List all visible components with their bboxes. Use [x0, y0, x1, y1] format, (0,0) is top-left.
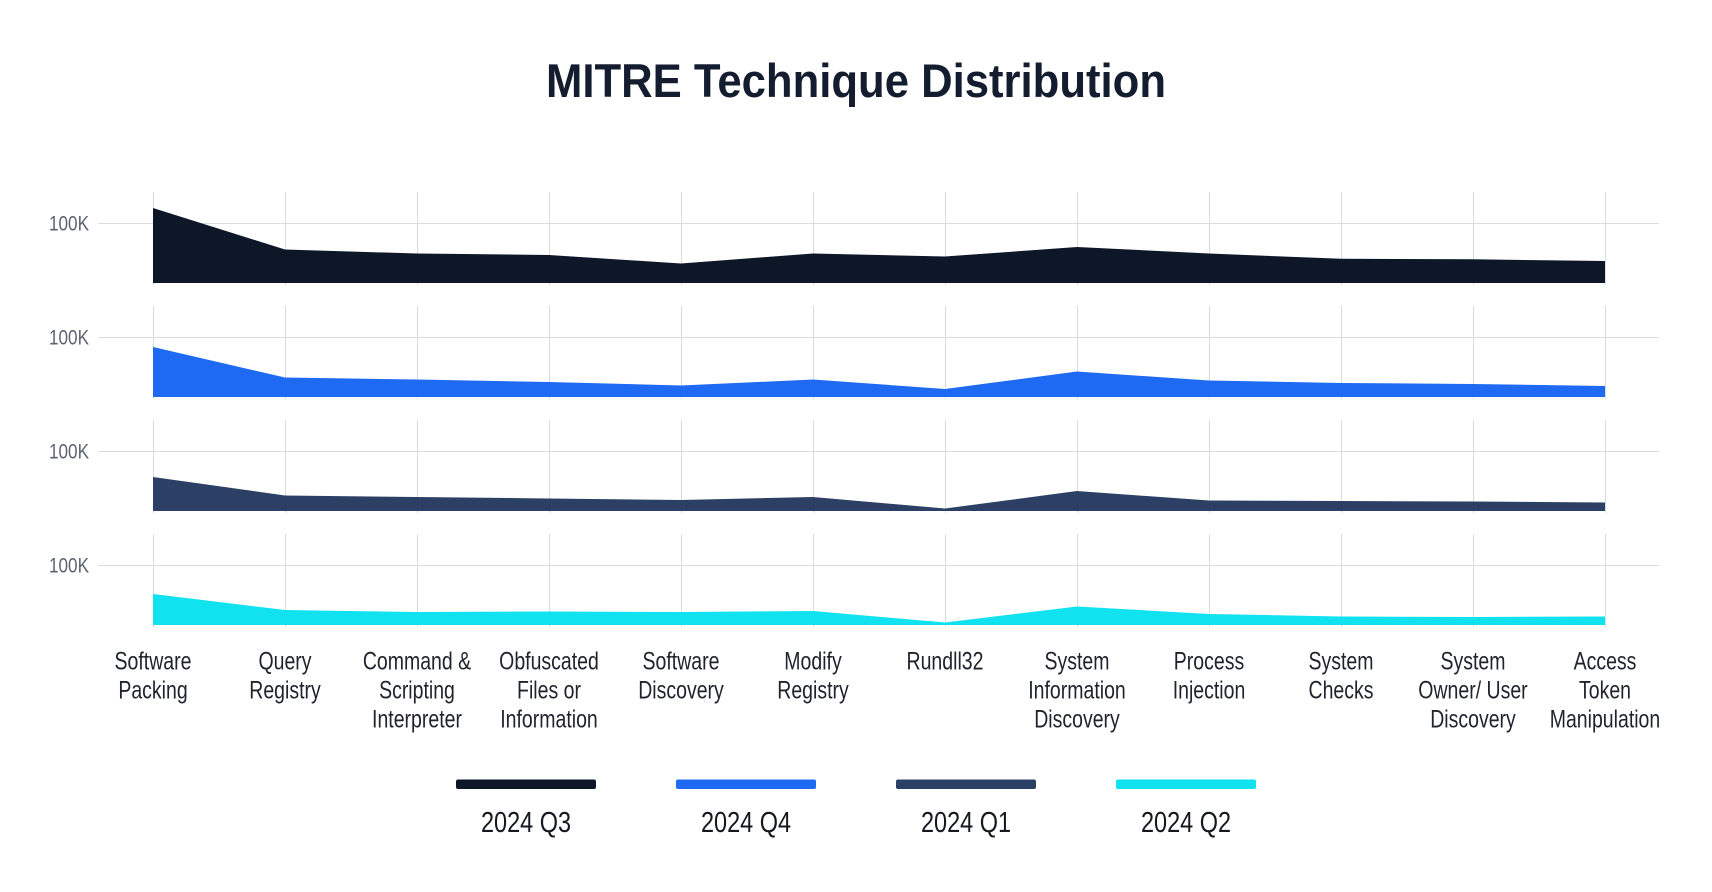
svg-text:Query: Query	[258, 647, 312, 675]
svg-text:Registry: Registry	[249, 676, 321, 704]
svg-text:MITRE Technique Distribution: MITRE Technique Distribution	[546, 54, 1166, 107]
svg-text:Scripting: Scripting	[379, 676, 455, 704]
svg-text:2024 Q4: 2024 Q4	[701, 807, 791, 839]
svg-text:100K: 100K	[49, 327, 89, 350]
svg-text:2024 Q3: 2024 Q3	[481, 807, 571, 839]
svg-text:Packing: Packing	[118, 676, 187, 704]
svg-text:100K: 100K	[49, 555, 89, 578]
svg-text:Rundll32: Rundll32	[907, 647, 984, 675]
svg-text:100K: 100K	[49, 213, 89, 236]
svg-text:System: System	[1441, 647, 1506, 675]
svg-text:Obfuscated: Obfuscated	[499, 647, 599, 675]
svg-text:Information: Information	[1028, 676, 1125, 704]
svg-text:Process: Process	[1174, 647, 1244, 675]
svg-text:Registry: Registry	[777, 676, 849, 704]
svg-text:Software: Software	[115, 647, 192, 675]
svg-text:Injection: Injection	[1173, 676, 1246, 704]
svg-text:System: System	[1309, 647, 1374, 675]
svg-text:Owner/ User: Owner/ User	[1418, 676, 1528, 704]
svg-text:100K: 100K	[49, 441, 89, 464]
svg-text:Access: Access	[1574, 647, 1637, 675]
svg-text:Discovery: Discovery	[1034, 705, 1120, 733]
svg-text:Command &: Command &	[363, 647, 471, 675]
svg-text:Token: Token	[1579, 676, 1631, 704]
svg-text:Checks: Checks	[1309, 676, 1374, 704]
svg-text:System: System	[1045, 647, 1110, 675]
svg-text:Interpreter: Interpreter	[372, 705, 462, 733]
svg-text:Discovery: Discovery	[638, 676, 724, 704]
svg-text:2024 Q1: 2024 Q1	[921, 807, 1011, 839]
svg-text:Files or: Files or	[517, 676, 581, 704]
svg-text:Manipulation: Manipulation	[1550, 705, 1661, 733]
svg-text:Discovery: Discovery	[1430, 705, 1516, 733]
svg-text:Modify: Modify	[784, 647, 842, 675]
svg-text:Information: Information	[500, 705, 597, 733]
svg-text:2024 Q2: 2024 Q2	[1141, 807, 1231, 839]
svg-text:Software: Software	[643, 647, 720, 675]
